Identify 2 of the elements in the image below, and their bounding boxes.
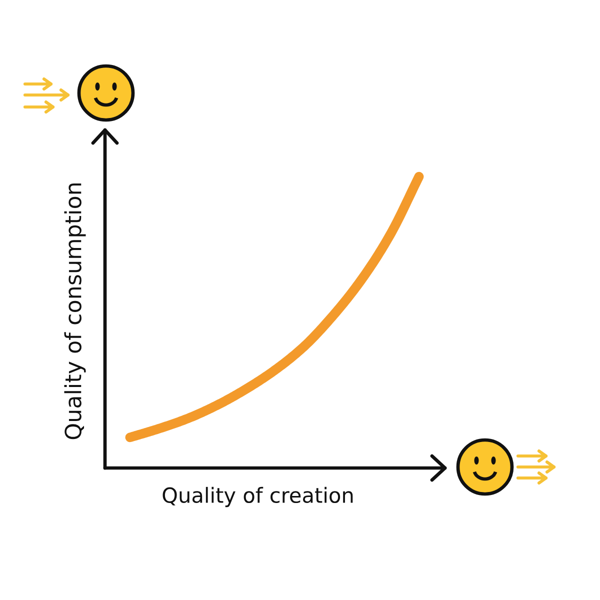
y-axis-title: Quality of consumption xyxy=(64,183,86,440)
x-axis-title: Quality of creation xyxy=(162,486,353,508)
